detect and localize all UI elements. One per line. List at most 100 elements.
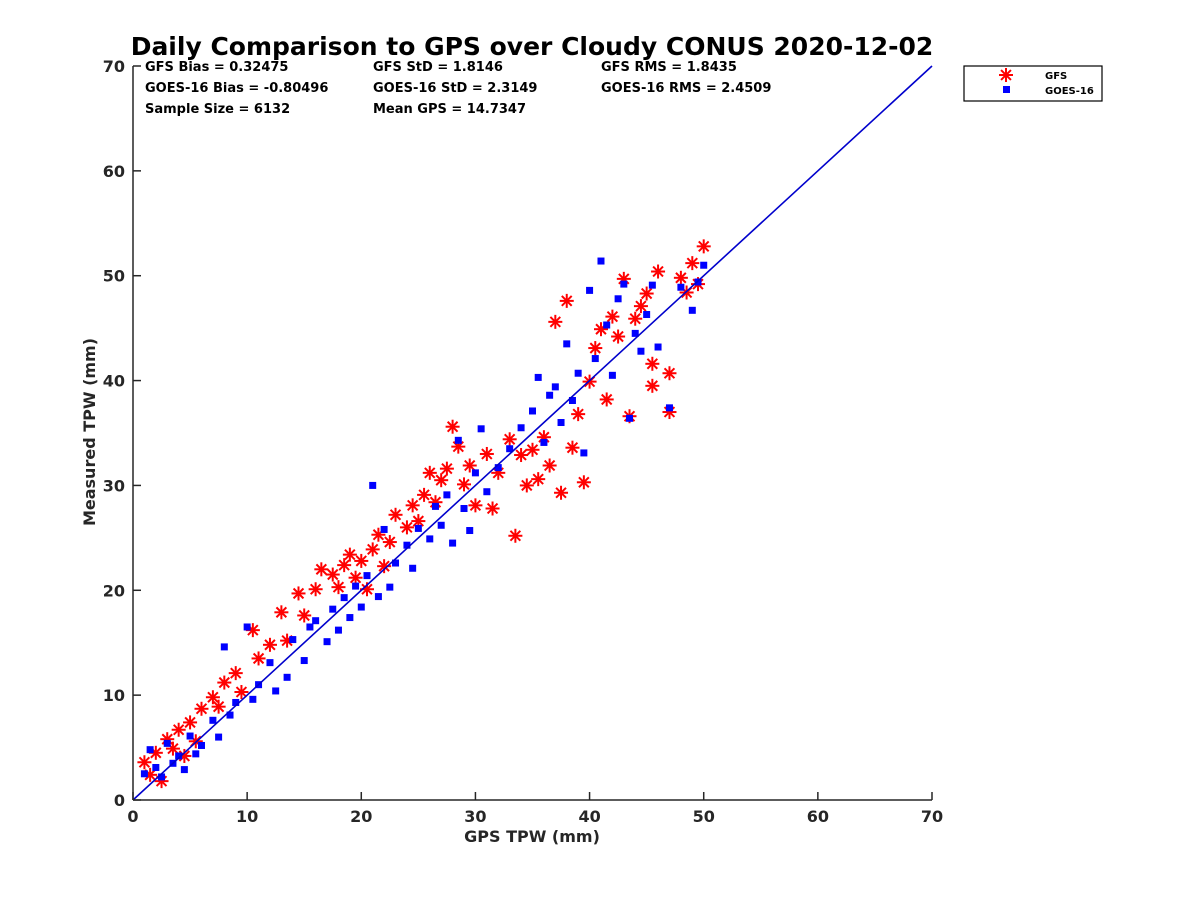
y-tick-label: 10 <box>103 686 125 705</box>
stat-annotation: GFS StD = 1.8146 <box>373 60 503 75</box>
stat-annotation: Sample Size = 6132 <box>145 102 290 117</box>
gfs-point <box>519 478 534 493</box>
legend: GFS GOES-16 <box>963 65 1103 102</box>
gfs-point-stroke <box>464 459 476 472</box>
gfs-point-stroke <box>424 467 436 479</box>
goes16-point <box>626 414 634 422</box>
gfs-point-stroke <box>144 769 156 781</box>
goes16-point <box>631 329 639 337</box>
gfs-point-stroke <box>629 313 641 325</box>
x-tick-label: 10 <box>236 807 258 826</box>
gfs-point <box>297 608 312 623</box>
stat-annotation: GFS Bias = 0.32475 <box>145 60 288 75</box>
goes16-point <box>226 711 234 719</box>
gfs-point <box>479 446 494 461</box>
gfs-point <box>434 473 449 488</box>
gfs-point <box>628 311 643 326</box>
goes16-point <box>215 733 223 741</box>
y-tick-label: 70 <box>103 57 125 76</box>
gfs-point <box>639 286 654 301</box>
goes16-point <box>340 594 348 602</box>
gfs-point <box>422 465 437 480</box>
gfs-point-stroke <box>184 716 196 729</box>
gfs-point <box>348 570 363 585</box>
goes16-point <box>466 527 474 535</box>
gfs-point <box>651 264 666 279</box>
axes <box>132 66 932 801</box>
gfs-point <box>525 442 540 457</box>
goes16-point <box>648 281 656 289</box>
goes16-point <box>688 306 696 314</box>
gfs-point <box>291 586 306 601</box>
goes16-point <box>346 614 354 622</box>
x-tick-label: 0 <box>127 807 138 826</box>
goes16-point <box>568 396 576 404</box>
gfs-point <box>565 440 580 455</box>
gfs-point-stroke <box>247 624 259 636</box>
goes16-point <box>574 369 582 377</box>
gfs-point <box>137 755 152 770</box>
goes16-point <box>409 564 417 572</box>
goes16-point <box>414 524 422 532</box>
gfs-point <box>262 637 277 652</box>
gfs-point-stroke <box>367 543 379 556</box>
goes16-point <box>534 373 542 381</box>
goes16-point <box>329 605 337 613</box>
legend-goes16-marker <box>1003 86 1010 93</box>
goes16-point <box>477 425 485 433</box>
goes16-point <box>392 559 400 567</box>
gfs-point-stroke <box>686 257 698 269</box>
gfs-point <box>468 498 483 513</box>
gfs-point <box>548 314 563 329</box>
y-tick-label: 50 <box>103 267 125 286</box>
goes16-point <box>232 698 240 706</box>
gfs-point <box>571 407 586 422</box>
goes16-point <box>517 424 525 432</box>
gfs-point <box>439 461 454 476</box>
plot-area: 0 10 20 30 40 50 60 70 0 10 20 30 40 50 60 70 <box>103 57 943 826</box>
goes16-point <box>426 535 434 543</box>
gfs-point-stroke <box>218 676 230 689</box>
y-tick-label: 60 <box>103 162 125 181</box>
goes16-point <box>506 445 514 453</box>
goes16-point <box>460 504 468 512</box>
goes16-point <box>580 449 588 457</box>
gfs-point-stroke <box>389 509 402 521</box>
gfs-point <box>331 580 346 595</box>
gfs-point <box>645 356 660 371</box>
gfs-point-stroke <box>509 530 522 542</box>
gfs-point <box>605 309 620 324</box>
gfs-point <box>662 366 677 381</box>
gfs-point <box>405 498 420 513</box>
gfs-point-stroke <box>555 487 567 499</box>
gfs-point-stroke <box>344 548 356 561</box>
gfs-point-stroke <box>412 515 425 527</box>
goes16-point <box>289 636 297 644</box>
y-axis-label: Measured TPW (mm) <box>80 338 99 526</box>
gfs-point-stroke <box>173 724 185 736</box>
legend-box <box>963 65 1103 102</box>
gfs-point <box>377 559 392 574</box>
gfs-point <box>611 329 626 344</box>
gfs-point <box>696 239 711 254</box>
gfs-point-stroke <box>675 272 687 284</box>
goes16-point <box>197 741 205 749</box>
goes16-point <box>306 623 314 631</box>
gfs-point-stroke <box>252 652 265 665</box>
chart-title: Daily Comparison to GPS over Cloudy CONU… <box>131 32 934 61</box>
gfs-point <box>342 547 357 562</box>
gfs-point-stroke <box>384 536 396 548</box>
gfs-point-stroke <box>566 442 579 454</box>
x-tick-label: 20 <box>350 807 372 826</box>
gfs-point <box>337 558 352 573</box>
goes16-point <box>249 695 257 703</box>
goes16-point <box>386 583 394 591</box>
gfs-point-stroke <box>469 499 482 512</box>
gfs-point <box>685 256 700 271</box>
gfs-point <box>388 507 403 522</box>
goes16-point <box>529 407 536 415</box>
gfs-series <box>137 239 711 789</box>
goes16-point <box>471 469 479 477</box>
goes16-point <box>180 766 188 774</box>
